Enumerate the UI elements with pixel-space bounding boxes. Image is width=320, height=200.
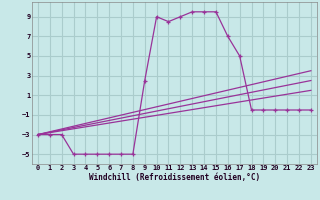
X-axis label: Windchill (Refroidissement éolien,°C): Windchill (Refroidissement éolien,°C) xyxy=(89,173,260,182)
